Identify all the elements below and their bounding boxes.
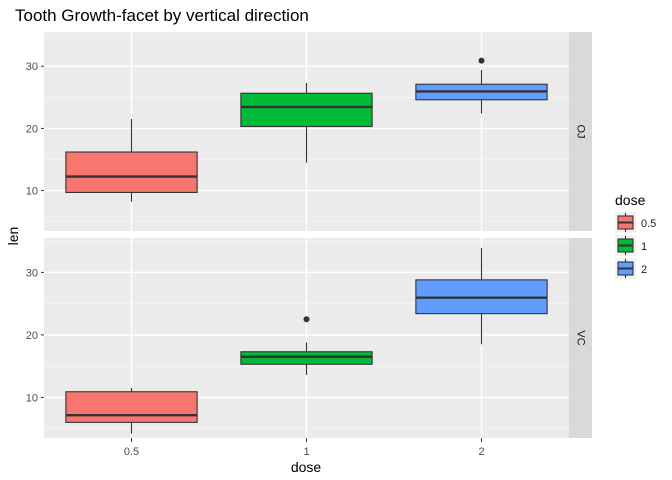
y-tick-label: 10	[26, 186, 38, 198]
x-axis: 0.5 1 2	[124, 438, 485, 458]
facet-strip-label: OJ	[575, 124, 587, 138]
facet-strip	[569, 238, 592, 438]
legend-entry-label: 0.5	[641, 218, 656, 230]
box-iqr	[240, 351, 373, 365]
box-oj-dose-0.5	[65, 119, 198, 202]
facet-panel-vc: 10 20 30 VC	[26, 238, 592, 438]
y-tick-label: 20	[26, 330, 38, 342]
legend-entry-label: 2	[641, 264, 647, 276]
x-tick-label: 0.5	[124, 446, 139, 458]
y-axis-label: len	[5, 227, 21, 246]
facet-panel-oj: 10 20 30 OJ	[26, 32, 592, 231]
box-iqr	[65, 151, 198, 193]
box-iqr	[240, 92, 373, 128]
legend-entry-label: 1	[641, 241, 647, 253]
x-tick-label: 1	[303, 446, 309, 458]
facet-strip	[569, 32, 592, 231]
legend-key-2: 2	[615, 258, 647, 279]
facet-strip-label: VC	[575, 330, 587, 345]
chart-title: Tooth Growth-facet by vertical direction	[15, 6, 309, 25]
box-iqr	[65, 391, 198, 423]
box-vc-dose-0.5	[65, 388, 198, 434]
legend-key-1: 1	[615, 235, 647, 256]
legend: dose 0.5 1 2	[615, 192, 656, 279]
outlier-point	[478, 57, 485, 64]
y-tick-label: 30	[26, 267, 38, 279]
box-vc-dose-2	[415, 248, 548, 345]
y-tick-label: 10	[26, 392, 38, 404]
y-tick-label: 30	[26, 61, 38, 73]
legend-title: dose	[615, 192, 646, 208]
x-axis-label: dose	[291, 459, 322, 475]
y-tick-label: 20	[26, 123, 38, 135]
legend-key-0.5: 0.5	[615, 212, 656, 233]
x-tick-label: 2	[478, 446, 484, 458]
box-vc-dose-1	[240, 316, 373, 375]
box-oj-dose-1	[240, 82, 373, 163]
box-oj-dose-2	[415, 57, 548, 114]
outlier-point	[303, 316, 310, 323]
